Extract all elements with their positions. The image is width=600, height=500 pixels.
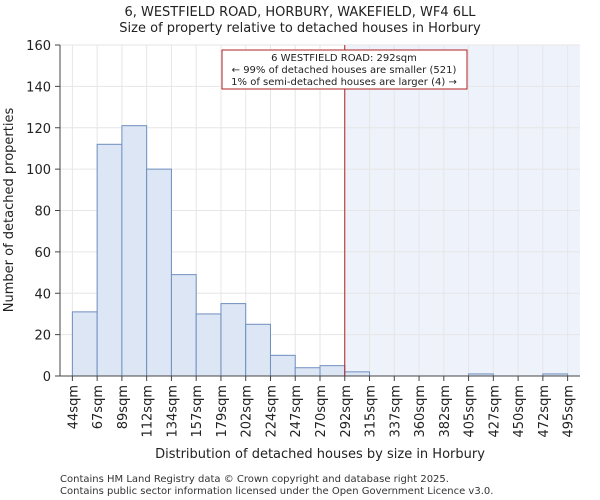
y-tick-label: 100 — [26, 163, 51, 178]
x-tick-label: 202sqm — [240, 385, 255, 438]
bar — [146, 168, 172, 377]
x-tick-label: 360sqm — [413, 385, 428, 438]
x-tick-label: 247sqm — [289, 385, 304, 438]
y-tick-label: 60 — [34, 246, 51, 261]
x-tick-label: 382sqm — [438, 385, 453, 438]
x-tick-label: 427sqm — [487, 385, 502, 438]
x-tick-label: 157sqm — [190, 385, 205, 438]
x-tick-label: 292sqm — [339, 385, 354, 438]
y-tick-label: 80 — [34, 205, 51, 220]
x-tick-label: 67sqm — [91, 385, 106, 429]
y-tick-label: 20 — [34, 329, 51, 344]
bar — [170, 274, 197, 377]
chart-title: 6, WESTFIELD ROAD, HORBURY, WAKEFIELD, W… — [124, 5, 476, 20]
x-tick-label: 270sqm — [314, 385, 329, 438]
bar — [121, 125, 148, 377]
y-axis-label: Number of detached properties — [2, 108, 17, 313]
bar — [245, 323, 271, 377]
bar — [344, 371, 371, 377]
bar — [71, 311, 98, 377]
y-tick-label: 120 — [26, 122, 51, 137]
bar — [294, 367, 321, 377]
bar — [96, 143, 123, 377]
x-tick-label: 450sqm — [512, 385, 527, 438]
footer-line-2: Contains public sector information licen… — [60, 486, 493, 497]
bar — [220, 303, 247, 377]
footer-line-1: Contains HM Land Registry data © Crown c… — [60, 474, 449, 485]
y-tick-label: 0 — [43, 370, 51, 385]
x-axis-ticks: 44sqm 67sqm 89sqm 112sqm 134sqm 157sqm 179sqm 2… — [66, 376, 577, 438]
bar — [269, 354, 296, 377]
x-tick-label: 337sqm — [388, 385, 403, 438]
annotation-line-3: 1% of semi-detached houses are larger (4… — [231, 77, 457, 88]
x-axis-label: Distribution of detached houses by size … — [155, 447, 485, 462]
y-axis-ticks: 0 20 40 60 80 100 120 140 160 — [26, 39, 60, 385]
x-tick-label: 179sqm — [215, 385, 230, 438]
x-tick-label: 224sqm — [264, 385, 279, 438]
annotation-line-1: 6 WESTFIELD ROAD: 292sqm — [271, 53, 417, 64]
chart-subtitle: Size of property relative to detached ho… — [119, 21, 481, 36]
y-tick-label: 140 — [26, 80, 51, 95]
x-tick-label: 44sqm — [66, 385, 81, 429]
x-tick-label: 134sqm — [165, 385, 180, 438]
x-tick-label: 495sqm — [562, 385, 577, 438]
x-tick-label: 89sqm — [116, 385, 131, 429]
x-tick-label: 472sqm — [537, 385, 552, 438]
bar — [195, 313, 222, 377]
x-tick-label: 405sqm — [463, 385, 478, 438]
annotation-box — [221, 49, 468, 90]
annotation-line-2: ← 99% of detached houses are smaller (52… — [232, 65, 457, 76]
y-tick-label: 40 — [34, 287, 51, 302]
x-tick-label: 315sqm — [364, 385, 379, 438]
y-tick-label: 160 — [26, 39, 51, 54]
x-tick-label: 112sqm — [141, 385, 156, 438]
bars — [71, 125, 569, 377]
bar — [319, 365, 346, 377]
property-annotation: 6 WESTFIELD ROAD: 292sqm ← 99% of detach… — [221, 49, 468, 90]
